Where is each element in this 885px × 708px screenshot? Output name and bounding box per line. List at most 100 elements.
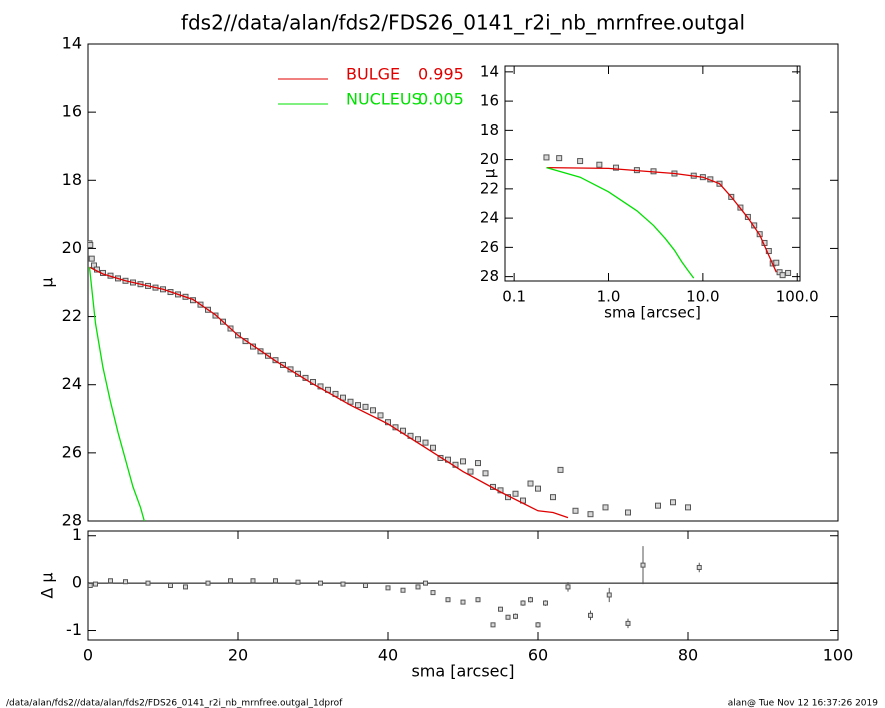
x-tick-label: 20: [228, 646, 248, 665]
data-point: [513, 613, 518, 619]
y-tick-label: 20: [62, 238, 82, 257]
y-tick-label: 22: [480, 179, 499, 197]
plot-area: [88, 546, 702, 629]
data-point: [340, 394, 346, 401]
data-point: [88, 255, 95, 262]
plot-frame: [87, 43, 839, 522]
data-point: [460, 458, 466, 465]
plot-area: [543, 154, 792, 279]
plot-frame: [87, 530, 839, 641]
data-point: [602, 504, 609, 511]
footer-right: alan@ Tue Nov 12 16:37:26 2019: [728, 699, 879, 708]
data-point: [482, 470, 489, 477]
data-point: [430, 590, 436, 596]
data-point: [512, 490, 519, 497]
y-tick-label: 28: [480, 267, 499, 285]
y-tick-label: 20: [480, 150, 499, 168]
x-tick-label: 10.0: [686, 288, 719, 306]
data-point: [423, 580, 428, 586]
legend-fraction: 0.005: [418, 90, 464, 109]
data-point: [415, 584, 421, 590]
y-tick-label: 24: [480, 209, 499, 227]
data-point: [520, 600, 526, 606]
model-line: [546, 166, 695, 279]
x-tick-label: 60: [528, 646, 548, 665]
data-point: [596, 161, 603, 168]
data-point: [370, 407, 376, 414]
data-point: [445, 597, 451, 603]
x-tick-label: 100.0: [776, 288, 819, 306]
y-tick-label: 18: [480, 121, 499, 139]
y-tick-label: 0: [72, 573, 82, 592]
model-line: [546, 166, 777, 273]
legend-label: BULGE: [346, 65, 400, 84]
y-tick-label: 26: [480, 238, 499, 256]
data-point: [363, 583, 368, 588]
data-point: [543, 154, 550, 161]
y-tick-label: 1: [72, 525, 82, 544]
x-tick-label: 100: [823, 646, 854, 665]
y-tick-label: 18: [62, 170, 82, 189]
data-point: [640, 562, 646, 568]
data-point: [773, 259, 780, 266]
data-point: [572, 507, 579, 514]
data-point: [318, 580, 323, 586]
data-point: [588, 612, 593, 618]
data-point: [577, 158, 584, 165]
data-point: [340, 581, 346, 587]
data-point: [535, 485, 541, 492]
y-tick-label: 16: [62, 102, 82, 121]
data-point: [385, 585, 391, 591]
y-tick-label: 28: [62, 511, 82, 530]
data-point: [498, 606, 503, 612]
y-tick-label: -1: [66, 620, 82, 639]
y-axis-label: Δ μ: [38, 572, 57, 598]
data-point: [168, 583, 173, 588]
data-point: [205, 580, 211, 586]
data-point: [88, 583, 93, 588]
data-point: [655, 502, 661, 509]
data-point: [685, 504, 691, 511]
data-point: [475, 597, 481, 603]
data-point: [785, 269, 792, 276]
x-tick-label: 80: [678, 646, 698, 665]
y-tick-label: 16: [480, 92, 499, 110]
data-point: [422, 439, 429, 446]
data-point: [625, 620, 631, 626]
data-point: [93, 581, 98, 587]
x-tick-label: 1.0: [597, 288, 621, 306]
y-axis-label: μ: [481, 168, 499, 178]
y-tick-label: 14: [62, 34, 82, 53]
data-point: [467, 468, 474, 475]
data-point: [625, 509, 631, 516]
data-point: [557, 466, 564, 473]
model-line: [89, 266, 569, 519]
data-point: [415, 436, 421, 443]
data-point: [696, 564, 702, 570]
x-axis-label: sma [arcsec]: [604, 304, 701, 322]
x-tick-label: 40: [378, 646, 398, 665]
data-point: [377, 412, 384, 419]
data-point: [108, 578, 113, 584]
plot-frame: [504, 65, 801, 282]
data-point: [250, 578, 256, 584]
data-point: [430, 444, 436, 451]
x-axis-label: sma [arcsec]: [411, 662, 514, 681]
data-point: [528, 597, 533, 603]
legend-label: NUCLEUS: [346, 90, 422, 109]
title: fds2//data/alan/fds2/FDS26_0141_r2i_nb_m…: [181, 11, 745, 35]
plot-area: [88, 240, 691, 521]
data-point: [355, 402, 361, 409]
data-point: [123, 579, 128, 585]
data-point: [535, 622, 541, 628]
y-tick-label: 14: [480, 62, 499, 80]
data-point: [400, 587, 406, 593]
data-point: [543, 600, 548, 606]
x-tick-label: 0.1: [502, 288, 526, 306]
data-point: [475, 460, 481, 467]
data-point: [145, 580, 151, 586]
y-tick-label: 24: [62, 374, 82, 393]
y-tick-label: 22: [62, 306, 82, 325]
data-point: [88, 242, 94, 249]
